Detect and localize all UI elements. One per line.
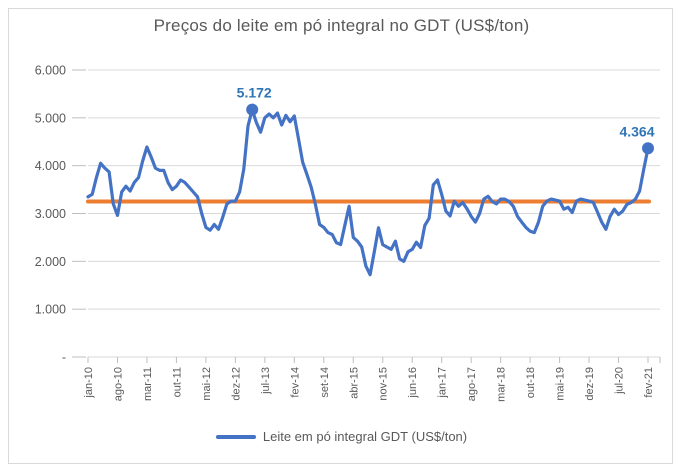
x-axis-label: dez-12 (230, 367, 242, 401)
data-point-marker (246, 103, 259, 116)
legend: Leite em pó integral GDT (US$/ton) (0, 429, 683, 444)
x-axis-label: jan-10 (83, 367, 95, 399)
x-axis-label: mai-12 (201, 367, 213, 401)
legend-line-icon (215, 434, 256, 439)
y-axis-label: 5.000 (35, 111, 66, 125)
x-axis-label: fev-21 (643, 367, 655, 398)
data-point-marker (642, 142, 654, 155)
x-axis-label: mai-19 (555, 367, 567, 401)
x-axis-label: set-14 (319, 367, 331, 398)
price-line-series (86, 107, 650, 277)
x-axis-label: jul-20 (614, 367, 626, 395)
y-axis-label: 3.000 (35, 207, 66, 221)
x-axis-label: out-11 (171, 367, 183, 397)
y-axis-label: - (62, 351, 66, 365)
x-axis-label: fev-14 (289, 367, 301, 398)
x-axis-label: abr-15 (348, 367, 360, 399)
data-label: 5.172 (237, 85, 272, 101)
data-label: 4.364 (619, 123, 654, 139)
x-axis-label: jan-17 (437, 367, 449, 399)
x-axis-label: ago-10 (112, 367, 124, 401)
y-axis-label: 4.000 (35, 159, 66, 173)
x-axis-label: ago-17 (466, 367, 478, 401)
chart-title: Preços do leite em pó integral no GDT (U… (153, 16, 530, 35)
y-axis-label: 1.000 (35, 303, 66, 317)
x-axis-label: dez-19 (584, 367, 596, 401)
x-axis-label: nov-15 (378, 367, 390, 401)
x-axis-label: out-18 (525, 367, 537, 398)
y-axis-label: 6.000 (35, 64, 66, 78)
chart-frame (8, 8, 673, 464)
x-axis-label: mar-11 (142, 367, 154, 401)
x-axis-label: mar-18 (496, 367, 508, 402)
legend-label: Leite em pó integral GDT (US$/ton) (262, 429, 468, 444)
x-axis-label: jul-13 (260, 367, 272, 395)
y-axis-label: 2.000 (35, 255, 66, 269)
x-axis-label: jun-16 (407, 367, 419, 399)
